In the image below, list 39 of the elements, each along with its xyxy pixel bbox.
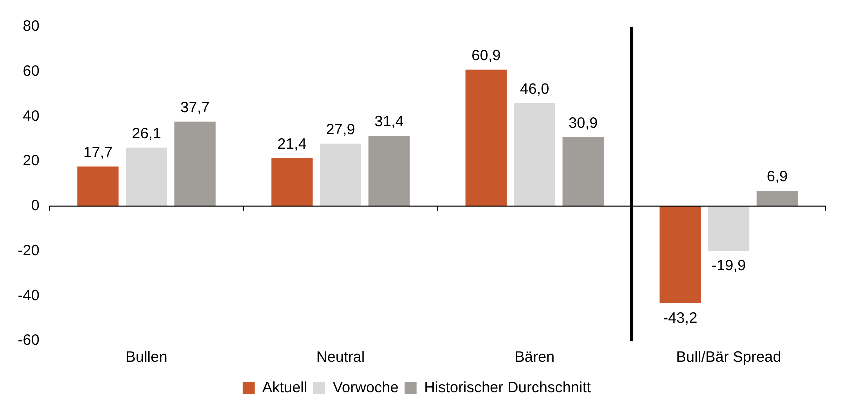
- bar: [126, 148, 168, 206]
- data-label: 31,4: [374, 114, 404, 131]
- bar: [756, 190, 798, 206]
- bar: [708, 206, 750, 252]
- bar: [514, 103, 556, 206]
- bar: [562, 137, 604, 206]
- legend-label: Vorwoche: [332, 380, 399, 397]
- data-label: 27,9: [326, 121, 356, 138]
- y-tick-label: -20: [18, 242, 40, 260]
- x-tick-label: Neutral: [316, 349, 365, 366]
- y-tick-label: 60: [22, 63, 40, 80]
- data-label: 26,1: [132, 126, 162, 143]
- data-label: -43,2: [663, 310, 698, 327]
- data-label: 21,4: [278, 136, 307, 154]
- data-label: 37,7: [180, 100, 210, 117]
- bar: [660, 206, 702, 304]
- y-tick-label: 80: [22, 18, 40, 36]
- x-tick-label: Bull/Bär Spread: [676, 349, 782, 366]
- data-label: 30,9: [568, 114, 598, 132]
- data-label: -19,9: [712, 258, 746, 275]
- y-tick-label: 0: [31, 198, 40, 215]
- y-tick-label: -60: [18, 332, 40, 350]
- data-label: 17,7: [84, 144, 113, 162]
- y-tick-label: 40: [22, 108, 40, 125]
- bar: [368, 136, 410, 206]
- y-tick-label: 20: [22, 152, 40, 170]
- x-tick-label: Bären: [514, 349, 555, 366]
- x-tick-label: Bullen: [126, 349, 168, 366]
- bar: [174, 122, 216, 206]
- bar: [466, 70, 507, 206]
- data-label: 6,9: [767, 168, 788, 186]
- legend-label: Aktuell: [262, 380, 308, 397]
- data-label: 60,9: [472, 47, 501, 64]
- legend-label: Historischer Durchschnitt: [424, 380, 592, 397]
- bar: [320, 144, 362, 206]
- y-tick-label: -40: [18, 287, 40, 304]
- bar: [272, 158, 313, 206]
- data-label: 46,0: [520, 80, 550, 98]
- bar: [78, 166, 119, 206]
